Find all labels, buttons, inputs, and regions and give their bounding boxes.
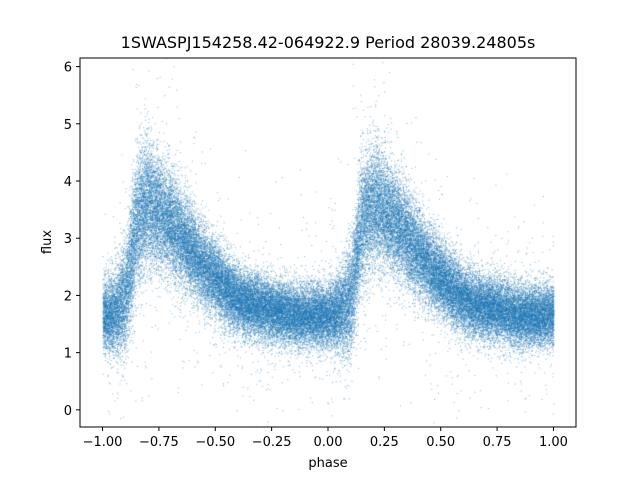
x-axis-label: phase: [308, 456, 347, 471]
x-tick-label: −0.75: [139, 435, 179, 450]
x-tick-label: −0.25: [252, 435, 292, 450]
x-tick-label: 1.00: [539, 435, 568, 450]
y-tick-label: 1: [64, 347, 72, 362]
x-tick-label: −1.00: [83, 435, 123, 450]
y-axis-label: flux: [40, 230, 55, 254]
x-tick-label: 0.75: [483, 435, 512, 450]
scatter-points-layer: [80, 58, 576, 427]
x-tick-label: 0.25: [370, 435, 399, 450]
chart-title: 1SWASPJ154258.42-064922.9 Period 28039.2…: [121, 33, 536, 52]
y-tick-label: 3: [64, 232, 72, 247]
x-tick-label: 0.00: [314, 435, 343, 450]
x-tick-label: −0.50: [195, 435, 235, 450]
x-tick-label: 0.50: [426, 435, 455, 450]
y-tick-label: 4: [64, 175, 72, 190]
x-axis: −1.00 −0.75 −0.50 −0.25 0.00 0.25 0.50 0.75 1.00: [83, 427, 568, 450]
y-tick-label: 0: [64, 404, 72, 419]
y-tick-label: 5: [64, 118, 72, 133]
y-tick-label: 2: [64, 289, 72, 304]
y-tick-label: 6: [64, 61, 72, 76]
y-axis: 0 1 2 3 4 5 6: [64, 61, 80, 419]
